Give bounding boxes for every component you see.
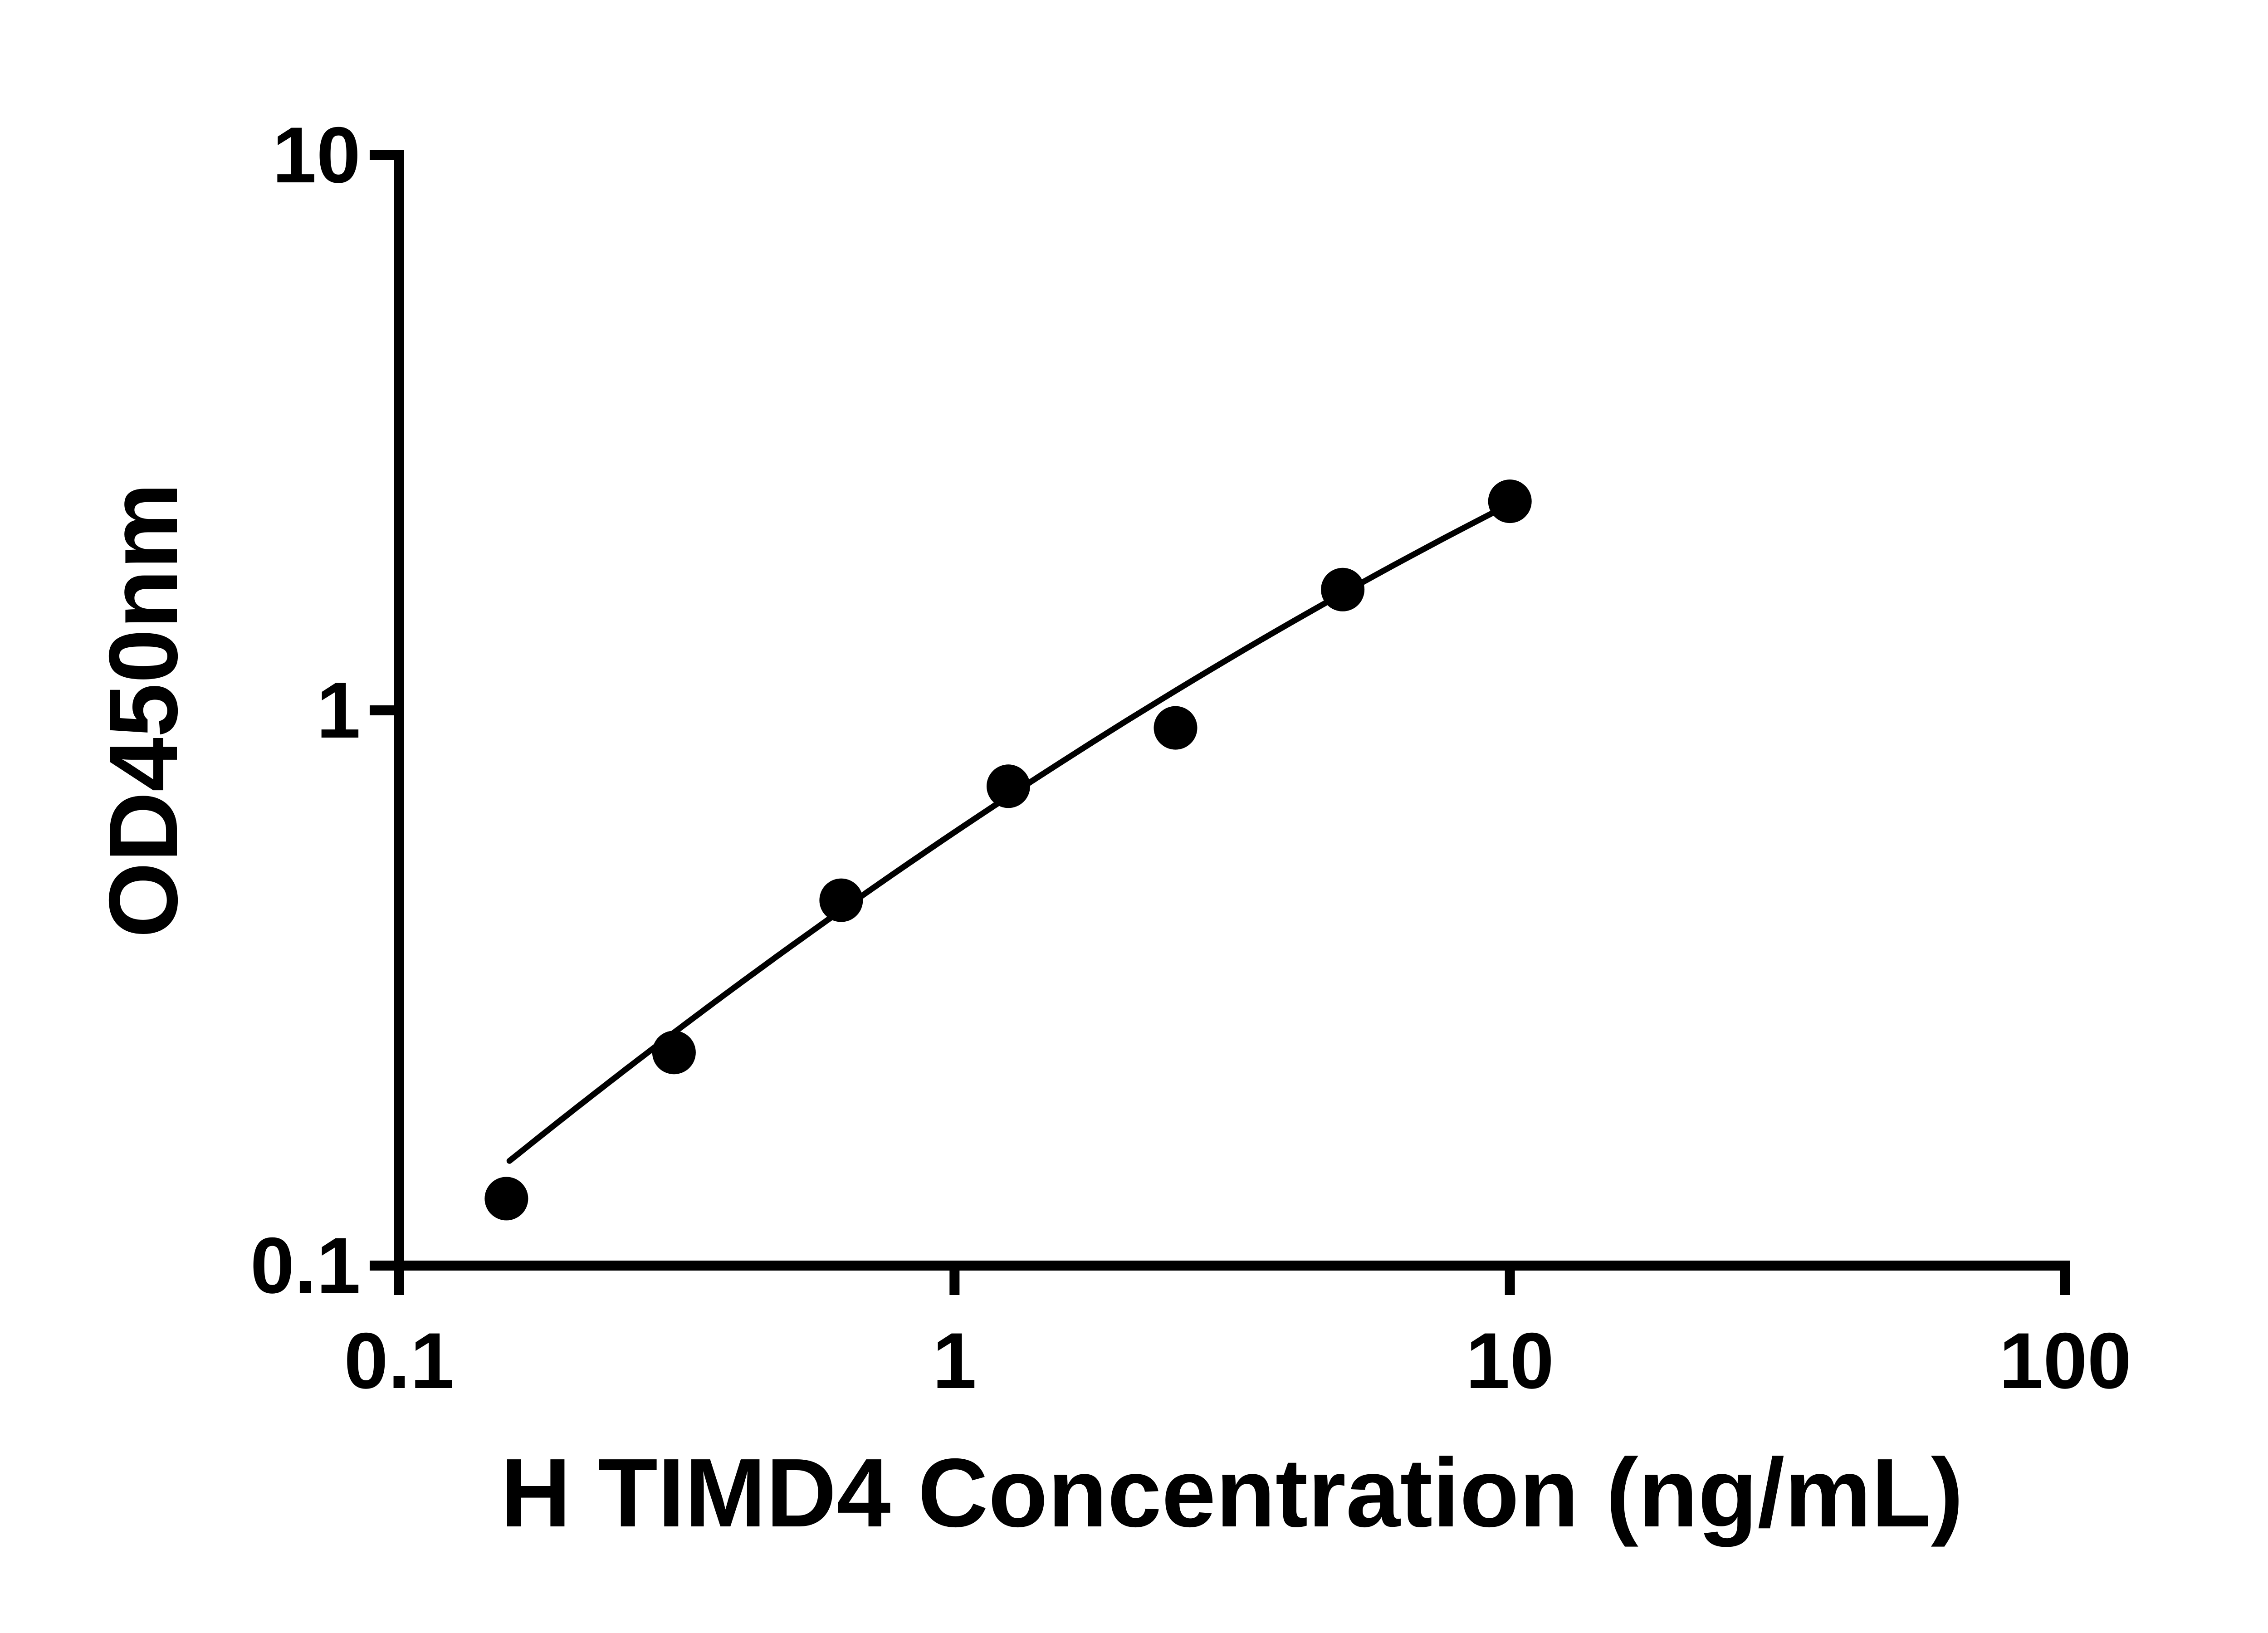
x-axis-tick-label: 0.1 bbox=[344, 1317, 454, 1405]
x-axis-tick-label: 1 bbox=[933, 1317, 977, 1405]
axis-spine bbox=[394, 150, 2070, 1271]
y-axis-title: OD450nm bbox=[88, 483, 198, 938]
y-axis-tick-label: 0.1 bbox=[250, 1222, 361, 1310]
axes-layer: 0.1 1 10 100 0.1 1 10 bbox=[250, 111, 2131, 1405]
data-point bbox=[819, 878, 863, 922]
data-point bbox=[1488, 479, 1532, 523]
y-axis-tick-label: 1 bbox=[317, 666, 361, 755]
y-axis-tick-label: 10 bbox=[272, 111, 361, 200]
data-point bbox=[1321, 567, 1365, 611]
data-point bbox=[987, 764, 1030, 808]
data-point bbox=[484, 1177, 528, 1221]
data-point bbox=[1154, 706, 1198, 750]
data-point bbox=[652, 1031, 696, 1075]
points-layer bbox=[484, 479, 1532, 1221]
x-axis-title: H TIMD4 Concentration (ng/mL) bbox=[501, 1438, 1964, 1547]
x-axis-tick-label: 10 bbox=[1466, 1317, 1554, 1405]
x-axis-tick-label: 100 bbox=[1999, 1317, 2131, 1405]
